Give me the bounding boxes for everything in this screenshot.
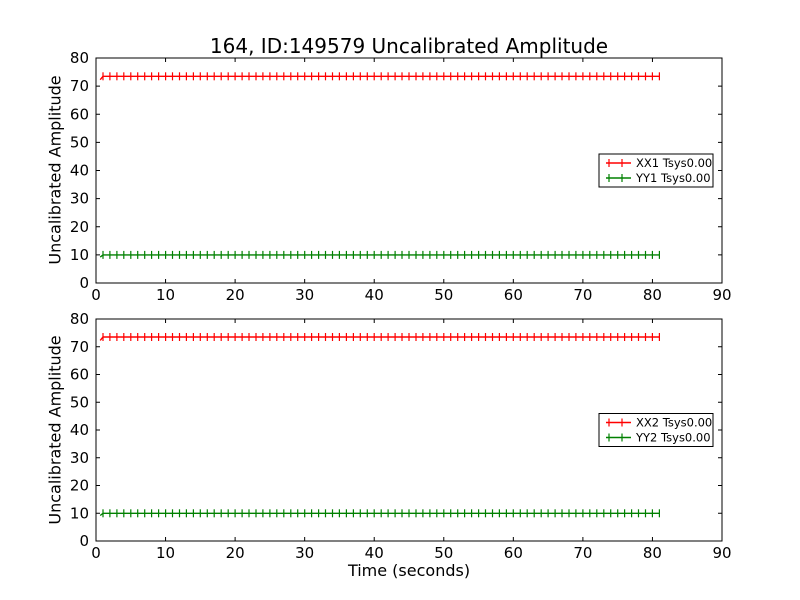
x-tick-label: 0 <box>91 286 101 304</box>
x-tick-label: 10 <box>156 286 175 304</box>
y-tick-label: 70 <box>70 77 89 95</box>
chart-title: 164, ID:149579 Uncalibrated Amplitude <box>209 34 609 58</box>
series-line <box>99 336 660 341</box>
y-tick-label: 0 <box>79 274 89 292</box>
y-tick-label: 40 <box>70 162 89 180</box>
x-tick-label: 70 <box>573 286 592 304</box>
x-tick-label: 80 <box>643 544 662 562</box>
x-tick-label: 90 <box>712 544 731 562</box>
y-tick-label: 20 <box>70 218 89 236</box>
y-tick-label: 60 <box>70 105 89 123</box>
x-tick-label: 30 <box>295 544 314 562</box>
x-tick-label: 60 <box>504 286 523 304</box>
y-axis-label-top: Uncalibrated Amplitude <box>45 75 65 265</box>
x-tick-label: 70 <box>573 544 592 562</box>
y-tick-label: 50 <box>70 393 89 411</box>
y-tick-label: 20 <box>70 477 89 495</box>
y-tick-label: 80 <box>70 49 89 67</box>
x-tick-label: 20 <box>226 544 245 562</box>
y-tick-label: 60 <box>70 366 89 384</box>
y-axis-label-bottom: Uncalibrated Amplitude <box>45 335 65 525</box>
legend-entry-label: XX2 Tsys0.00 <box>636 416 712 430</box>
legend-box <box>598 413 714 447</box>
legend-box <box>598 153 714 188</box>
y-tick-label: 30 <box>70 190 89 208</box>
x-tick-label: 10 <box>156 544 175 562</box>
x-tick-label: 50 <box>434 286 453 304</box>
x-axis-label: Time (seconds) <box>347 561 471 580</box>
x-tick-label: 40 <box>365 286 384 304</box>
x-tick-label: 0 <box>91 544 101 562</box>
y-tick-label: 80 <box>70 310 89 328</box>
x-tick-label: 30 <box>295 286 314 304</box>
y-tick-label: 10 <box>70 246 89 264</box>
y-tick-label: 0 <box>79 532 89 550</box>
y-tick-label: 30 <box>70 449 89 467</box>
x-tick-label: 50 <box>434 544 453 562</box>
series-line <box>99 75 660 81</box>
x-tick-label: 90 <box>712 286 731 304</box>
y-tick-label: 50 <box>70 133 89 151</box>
x-tick-label: 40 <box>365 544 384 562</box>
y-tick-label: 10 <box>70 504 89 522</box>
legend-entry-label: YY1 Tsys0.00 <box>635 171 711 185</box>
x-tick-label: 80 <box>643 286 662 304</box>
y-tick-label: 70 <box>70 338 89 356</box>
legend-entry-label: XX1 Tsys0.00 <box>636 156 712 170</box>
x-tick-label: 20 <box>226 286 245 304</box>
series-line <box>99 254 660 258</box>
y-tick-label: 40 <box>70 421 89 439</box>
legend-entry-label: YY2 Tsys0.00 <box>635 431 711 445</box>
x-tick-label: 60 <box>504 544 523 562</box>
series-line <box>99 512 660 517</box>
